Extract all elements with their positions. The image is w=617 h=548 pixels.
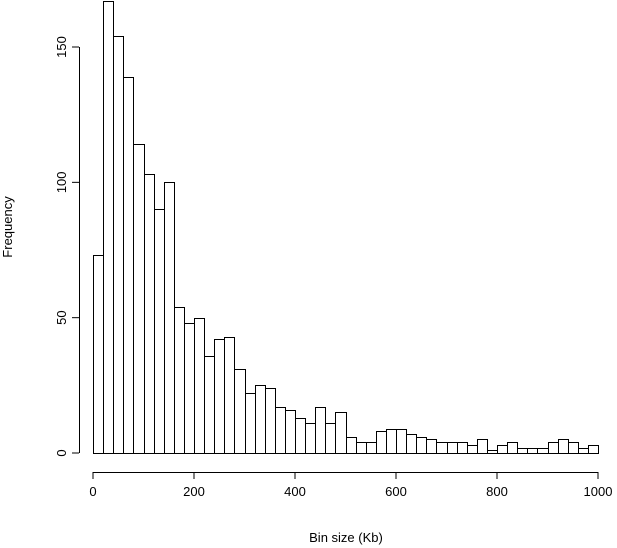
- histogram-bar: [436, 442, 448, 454]
- histogram-bar: [255, 385, 266, 454]
- histogram-bar: [527, 448, 538, 454]
- histogram-bar: [416, 437, 427, 454]
- histogram-bar: [477, 439, 488, 454]
- histogram-bar: [214, 339, 225, 454]
- histogram-bar: [335, 412, 347, 454]
- histogram-bar: [588, 445, 599, 454]
- x-tick-label: 1000: [584, 484, 613, 499]
- histogram-bar: [537, 448, 549, 454]
- y-axis-title: Frequency: [0, 196, 15, 258]
- y-axis-ticks: 0 50 100 150: [54, 36, 79, 457]
- histogram-bar: [457, 442, 468, 454]
- x-tick-label: 400: [284, 484, 306, 499]
- histogram-bar: [366, 442, 377, 454]
- histogram-bar: [325, 423, 336, 454]
- histogram-bar: [517, 448, 528, 454]
- histogram-bar: [376, 431, 387, 454]
- histogram-bar: [578, 448, 589, 454]
- histogram-bar: [406, 434, 417, 454]
- histogram-bar: [558, 439, 569, 454]
- histogram-bar: [305, 423, 316, 454]
- y-tick-label: 0: [54, 449, 69, 456]
- histogram-bar: [113, 36, 124, 454]
- y-axis: 0 50 100 150: [54, 36, 80, 457]
- histogram-bar: [497, 445, 508, 454]
- histogram-bar: [285, 410, 296, 454]
- histogram-bar: [396, 429, 407, 454]
- histogram-bar: [245, 393, 256, 454]
- histogram-bar: [386, 429, 397, 454]
- histogram-bar: [154, 209, 165, 454]
- x-axis-title: Bin size (Kb): [309, 530, 383, 545]
- histogram-bar: [467, 445, 478, 454]
- histogram-bar: [295, 418, 306, 454]
- histogram-bar: [204, 356, 215, 454]
- y-tick-label: 150: [54, 36, 69, 58]
- histogram-bar: [548, 442, 559, 454]
- y-tick-label: 100: [54, 171, 69, 193]
- histogram-bar: [144, 174, 155, 454]
- y-tick-label: 50: [54, 310, 69, 324]
- histogram-bar: [174, 307, 185, 454]
- histogram-bar: [194, 318, 205, 454]
- x-tick-label: 600: [385, 484, 407, 499]
- histogram-bar: [103, 1, 114, 454]
- histogram-bar: [447, 442, 458, 454]
- histogram-bar: [224, 337, 235, 454]
- histogram-bar: [356, 442, 367, 454]
- histogram-bar: [234, 369, 246, 454]
- x-tick-label: 800: [486, 484, 508, 499]
- histogram-bar: [123, 77, 134, 454]
- histogram-bar: [184, 323, 195, 454]
- histogram-bar: [133, 144, 145, 454]
- histogram-bar: [265, 388, 276, 454]
- histogram-bar: [568, 442, 579, 454]
- x-axis: 0 200 400 600 800 1000: [89, 472, 612, 499]
- histogram-bar: [93, 255, 104, 454]
- histogram-bar: [487, 450, 498, 454]
- histogram-bar: [315, 407, 326, 454]
- histogram-bar: [346, 437, 357, 454]
- histogram-bar: [275, 407, 286, 454]
- histogram-bar: [164, 182, 175, 454]
- histogram-bars: [93, 1, 599, 454]
- x-axis-ticks: 0 200 400 600 800 1000: [89, 472, 612, 499]
- histogram-bar: [507, 442, 518, 454]
- x-tick-label: 0: [89, 484, 96, 499]
- x-tick-label: 200: [183, 484, 205, 499]
- histogram-bar: [426, 439, 437, 454]
